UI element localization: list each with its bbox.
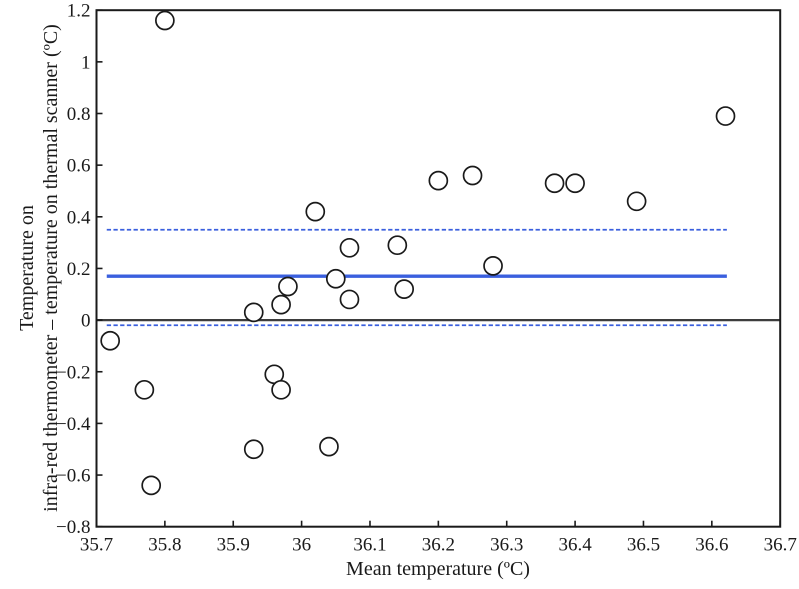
x-tick-label: 36.2 — [422, 535, 455, 556]
y-tick-label: −0.8 — [56, 517, 90, 538]
data-point — [428, 170, 449, 191]
data-point — [565, 173, 585, 194]
data-point — [305, 201, 326, 222]
y-tick-label: 1 — [81, 52, 91, 73]
x-tick-label: 36.1 — [353, 535, 386, 556]
data-point — [715, 106, 736, 126]
data-point — [626, 191, 647, 212]
data-point — [339, 289, 360, 310]
x-axis-title: Mean temperature (ºC) — [346, 558, 530, 580]
data-point — [544, 173, 565, 194]
data-point — [462, 165, 483, 186]
y-tick-label: −0.4 — [56, 414, 91, 435]
x-tick-label: 35.8 — [148, 535, 181, 556]
data-point — [134, 379, 155, 400]
x-tick-label: 36.7 — [764, 535, 797, 556]
x-tick-label: 36.4 — [558, 535, 592, 556]
data-point — [278, 276, 298, 297]
y-axis-title: Temperature on infra-red thermometer – t… — [15, 0, 65, 578]
y-axis-title-line1: Temperature on — [16, 205, 38, 331]
y-tick-label: 0.4 — [67, 207, 91, 228]
y-tick-label: 0 — [81, 311, 91, 332]
data-point — [271, 294, 291, 315]
x-tick-label: 36 — [292, 535, 311, 556]
y-tick-label: −0.2 — [56, 362, 90, 383]
y-tick-label: 0.2 — [67, 259, 91, 280]
x-tick-label: 35.7 — [80, 535, 113, 556]
data-point — [271, 379, 291, 400]
data-point — [339, 237, 360, 258]
y-tick-label: 0.8 — [67, 104, 91, 125]
data-point — [155, 10, 175, 31]
data-point — [394, 279, 415, 299]
data-point — [243, 439, 264, 460]
y-tick-label: 0.6 — [67, 156, 91, 177]
y-axis-title-line2: infra-red thermometer – temperature on t… — [40, 24, 62, 512]
data-point — [243, 302, 264, 323]
y-tick-label: −0.6 — [56, 466, 90, 487]
x-tick-label: 36.3 — [490, 535, 523, 556]
x-tick-label: 35.9 — [217, 535, 250, 556]
plot-border — [95, 9, 782, 528]
data-point — [141, 475, 162, 496]
data-point — [325, 268, 346, 289]
data-point — [100, 330, 121, 351]
data-point — [483, 256, 503, 276]
data-point — [387, 235, 408, 256]
data-point — [319, 436, 339, 457]
x-tick-label: 36.5 — [627, 535, 660, 556]
y-tick-label: 1.2 — [67, 1, 91, 22]
x-tick-label: 36.6 — [695, 535, 728, 556]
